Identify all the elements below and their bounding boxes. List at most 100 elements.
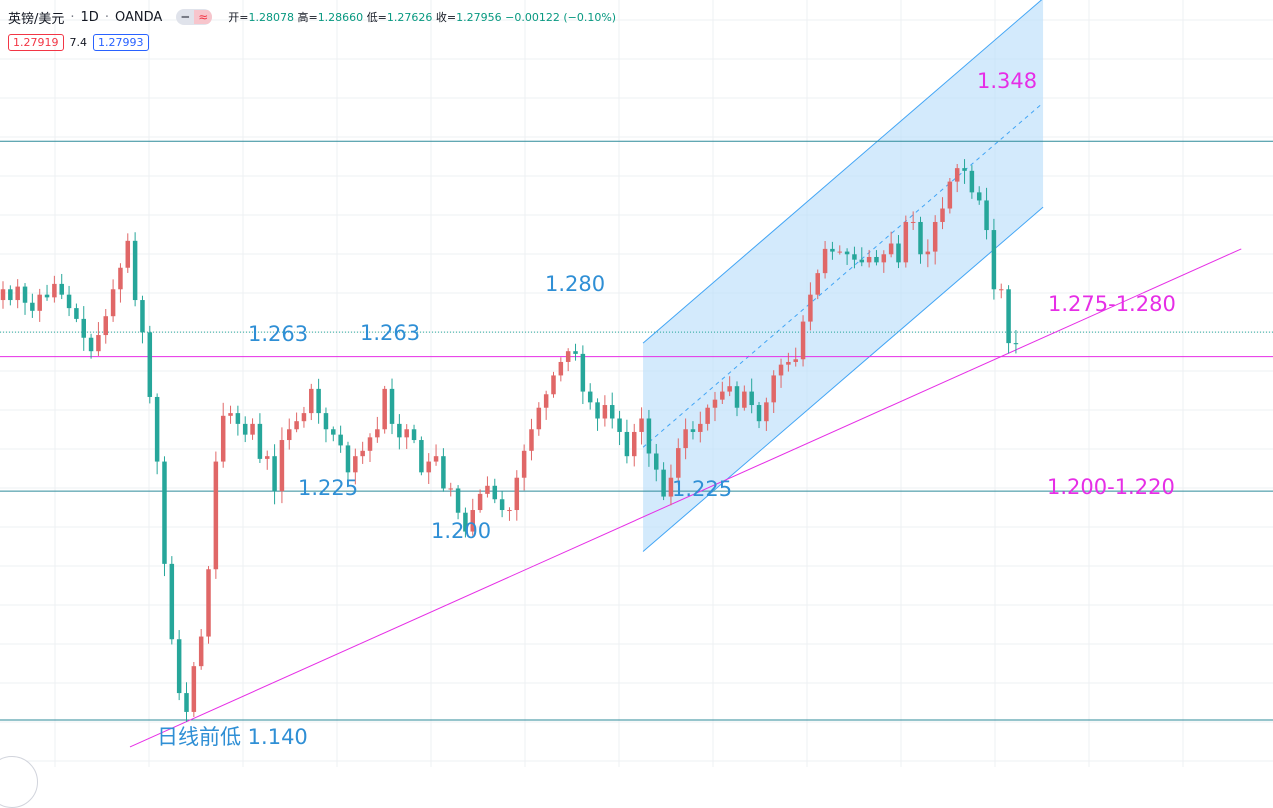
candle-up: [353, 456, 358, 473]
candle-down: [595, 402, 600, 419]
annotation-low-1: 1.225: [298, 476, 359, 500]
candle-down: [338, 434, 343, 446]
candle-down: [1013, 343, 1019, 345]
annotation-high-2: 1.263: [360, 321, 421, 345]
candle-up: [426, 461, 431, 473]
annotation-peak: 1.348: [977, 69, 1038, 93]
candle-up: [815, 273, 820, 295]
candle-down: [331, 429, 336, 435]
candle-up: [786, 361, 791, 365]
indicator-toggle[interactable]: ━ ≈: [176, 9, 213, 25]
candle-up: [382, 388, 387, 430]
candle-down: [235, 413, 241, 424]
candle-down: [830, 248, 835, 252]
candle-down: [59, 283, 64, 295]
candle-down: [976, 192, 982, 201]
candle-up: [565, 351, 571, 362]
annotation-low-2: 1.200: [431, 519, 492, 543]
candle-down: [756, 405, 762, 422]
candle-down: [154, 396, 160, 462]
candlestick-chart: [0, 0, 1273, 767]
candle-down: [88, 337, 94, 352]
support-trend-line: [129, 248, 1242, 748]
candle-up: [705, 407, 710, 424]
candle-down: [132, 240, 138, 301]
candle-up: [881, 254, 887, 263]
candle-down: [734, 386, 740, 408]
candle-down: [455, 488, 461, 513]
candle-up: [264, 456, 270, 459]
candle-up: [727, 386, 732, 392]
timeframe-label[interactable]: 1D: [80, 9, 99, 25]
candle-down: [184, 693, 189, 712]
candle-down: [874, 256, 879, 263]
trend-channel-lower: [642, 206, 1044, 552]
symbol-label[interactable]: 英镑/美元: [8, 11, 65, 27]
separator-dot: ·: [70, 9, 75, 25]
change-value: −0.00122 (−0.10%): [505, 11, 617, 24]
candle-down: [580, 353, 586, 392]
candle-up: [521, 450, 527, 478]
candle-up: [125, 240, 131, 268]
candle-up: [910, 221, 916, 223]
candle-up: [250, 423, 255, 435]
candle-up: [0, 289, 6, 301]
candle-down: [147, 332, 153, 397]
trend-channel-fill: [643, 0, 1044, 552]
candle-up: [15, 286, 20, 301]
candle-up: [639, 418, 644, 432]
low-value: 1.27626: [386, 11, 433, 24]
candle-down: [30, 302, 35, 311]
candle-up: [932, 221, 938, 252]
candle-up: [279, 440, 285, 492]
candle-up: [837, 251, 843, 253]
open-value: 1.28078: [248, 11, 294, 24]
candle-up: [448, 488, 453, 490]
candle-down: [176, 639, 182, 694]
candle-down: [169, 563, 175, 640]
candle-up: [198, 636, 204, 667]
candle-down: [44, 294, 50, 298]
approx-icon[interactable]: ≈: [194, 10, 213, 24]
candle-up: [764, 402, 769, 422]
candle-down: [492, 485, 498, 500]
candle-up: [888, 243, 894, 255]
candle-up: [676, 448, 681, 478]
ask-price[interactable]: 1.27993: [93, 34, 149, 51]
candle-down: [499, 499, 505, 511]
minus-icon[interactable]: ━: [181, 10, 189, 24]
candle-up: [698, 423, 703, 432]
candle-down: [323, 413, 329, 430]
candle-up: [52, 283, 57, 298]
candle-down: [345, 445, 351, 473]
candle-down: [617, 418, 622, 432]
separator-dot: ·: [104, 9, 109, 25]
candle-up: [800, 321, 806, 360]
candle-up: [720, 391, 725, 400]
bid-price[interactable]: 1.27919: [8, 34, 64, 51]
candle-up: [793, 359, 798, 362]
candle-down: [896, 243, 901, 263]
high-label: 高=: [297, 11, 318, 24]
close-label: 收=: [435, 11, 457, 24]
candle-up: [947, 181, 953, 209]
candle-up: [940, 208, 945, 222]
candle-up: [558, 361, 564, 376]
candle-down: [66, 294, 72, 309]
candle-down: [646, 418, 652, 454]
candle-down: [81, 318, 86, 338]
candle-down: [242, 423, 248, 435]
candle-up: [514, 477, 520, 511]
candle-down: [272, 456, 277, 492]
annotation-support-zone-2: 1.200-1.220: [1047, 475, 1175, 499]
close-value: 1.27956: [456, 11, 502, 24]
candle-up: [485, 485, 490, 494]
candle-up: [367, 437, 373, 451]
candle-down: [257, 423, 263, 459]
candle-up: [477, 493, 483, 511]
candle-down: [162, 461, 167, 564]
candle-down: [991, 230, 997, 290]
candle-up: [96, 335, 101, 352]
candle-down: [389, 388, 395, 424]
low-label: 低=: [366, 11, 387, 24]
